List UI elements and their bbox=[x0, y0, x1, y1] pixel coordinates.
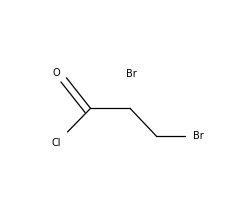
Text: O: O bbox=[53, 68, 60, 78]
Text: Br: Br bbox=[193, 131, 203, 141]
Text: Cl: Cl bbox=[52, 138, 61, 148]
Text: Br: Br bbox=[126, 69, 137, 79]
